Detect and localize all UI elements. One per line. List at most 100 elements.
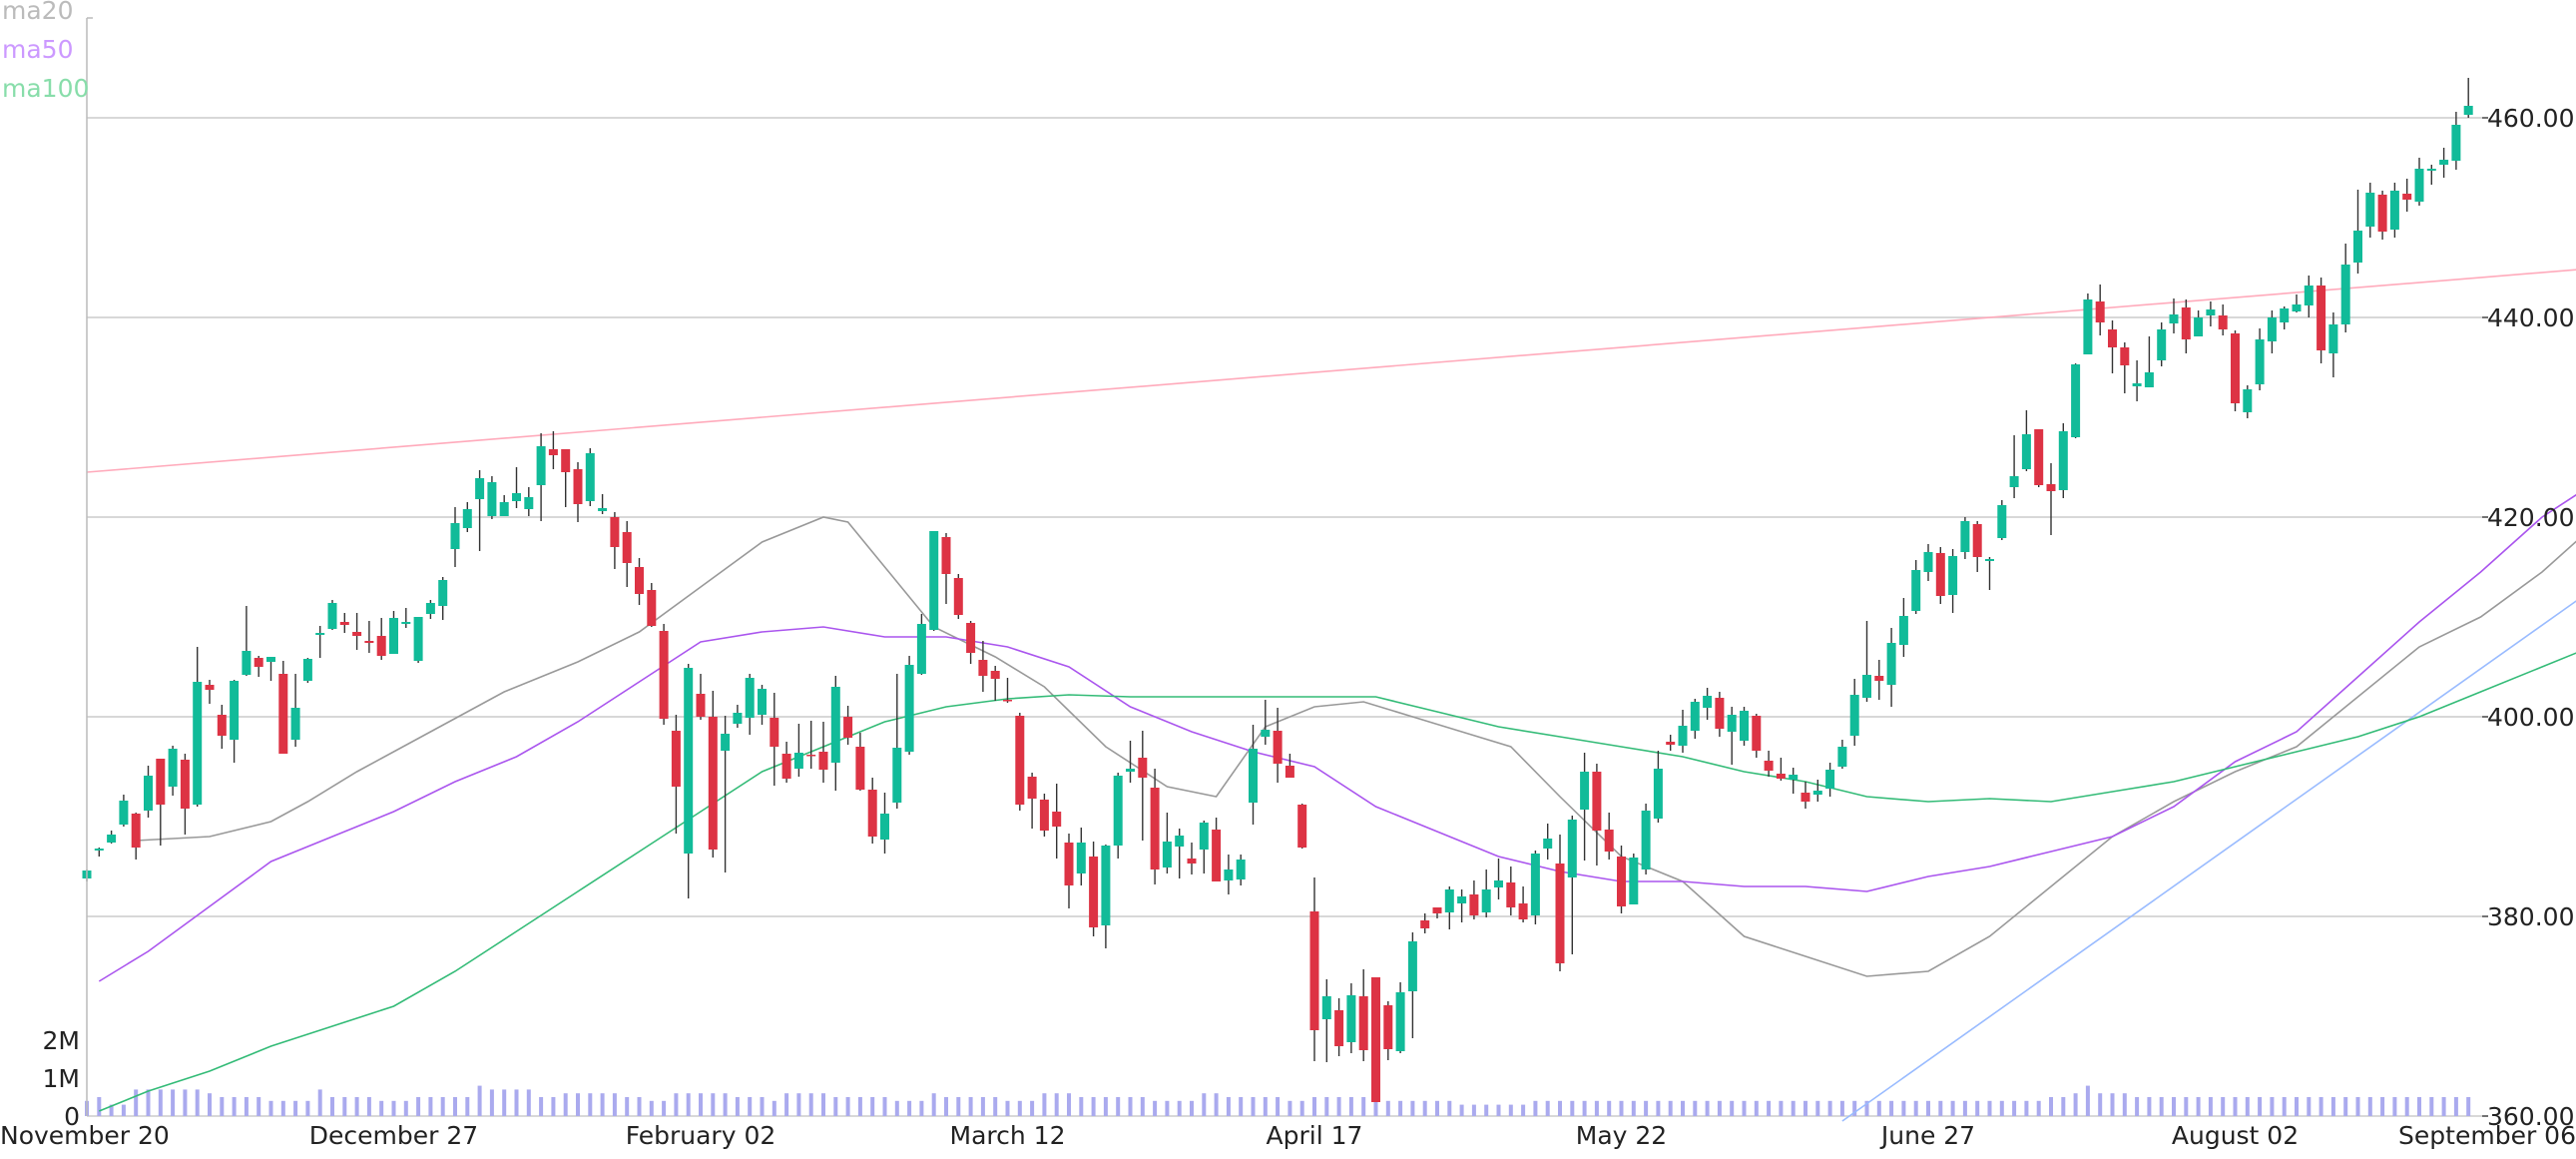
volume-bar [1054, 1093, 1059, 1116]
candle-body-up [94, 849, 104, 851]
candle-body-down [781, 754, 791, 779]
volume-bar [2049, 1097, 2053, 1116]
candle-body-down [254, 658, 263, 667]
volume-bar [551, 1097, 556, 1116]
volume-bar [894, 1100, 899, 1116]
candle-body-down [180, 760, 190, 809]
ma-line-ma50 [98, 493, 2576, 982]
volume-bar [195, 1089, 200, 1116]
volume-bar [1091, 1097, 1096, 1116]
volume-bar [699, 1093, 703, 1116]
candle-body-up [1690, 702, 1700, 731]
volume-bar [1103, 1097, 1108, 1116]
volume-bar [1827, 1100, 1832, 1116]
candle-body-up [1727, 715, 1737, 732]
volume-bar [1239, 1097, 1244, 1116]
volume-bar [748, 1097, 753, 1116]
volume-bar [428, 1097, 433, 1116]
volume-bar [674, 1093, 679, 1116]
volume-bar [2245, 1097, 2250, 1116]
volume-bar [1496, 1104, 1501, 1116]
volume-bar [1681, 1100, 1685, 1116]
legend: ma20 ma50 ma100 [2, 0, 89, 103]
volume-bar [870, 1097, 875, 1116]
candle-body-up [168, 749, 178, 787]
candle-body-up [2157, 329, 2167, 360]
candle-body-up [1395, 992, 1405, 1051]
candle-body-up [1346, 995, 1356, 1042]
candle-body-up [2083, 299, 2093, 354]
volume-bar [1214, 1093, 1219, 1116]
volume-bar [171, 1089, 176, 1116]
volume-bar [1742, 1100, 1747, 1116]
candle-body-up [1530, 854, 1540, 915]
volume-bar [1570, 1100, 1575, 1116]
candle-body-up [684, 668, 694, 854]
volume-bar [1631, 1100, 1636, 1116]
volume-bar [1336, 1097, 1341, 1116]
volume-bar [796, 1093, 801, 1116]
volume-bar [2392, 1097, 2397, 1116]
candle-body-up [2194, 317, 2204, 336]
candle-body-up [1948, 556, 1958, 595]
candle-body-down [573, 469, 583, 504]
candle-body-up [733, 713, 743, 724]
volume-bar [1348, 1097, 1353, 1116]
candle-body-up [2169, 314, 2179, 323]
candle-body-up [1580, 772, 1590, 810]
volume-bar [1435, 1100, 1439, 1116]
candle-body-down [1555, 864, 1565, 963]
volume-bar [2196, 1097, 2201, 1116]
volume-bar [1471, 1104, 1476, 1116]
volume-bar [1999, 1100, 2004, 1116]
candle-body-down [2108, 329, 2117, 347]
volume-bar [539, 1097, 544, 1116]
candle-body-down [1371, 977, 1380, 1102]
volume-bar [208, 1093, 212, 1116]
candle-body-up [2304, 286, 2314, 305]
volume-bar [907, 1100, 912, 1116]
candle-body-up [1481, 889, 1491, 912]
volume-bar [1042, 1093, 1047, 1116]
trend-line-upper [86, 269, 2576, 473]
volume-bar [1693, 1100, 1698, 1116]
candle-body-down [1064, 843, 1074, 885]
candle-body-down [1666, 742, 1676, 745]
volume-bar [1803, 1100, 1807, 1116]
candle-body-up [1837, 747, 1847, 767]
volume-bar [403, 1100, 408, 1116]
candle-body-down [2402, 194, 2412, 200]
volume-bar [1128, 1097, 1133, 1116]
trend-line-lower [1841, 600, 2576, 1122]
candle-body-down [1592, 772, 1602, 831]
candle-body-down [1187, 859, 1197, 864]
volume-bar [1852, 1100, 1857, 1116]
x-tick-label: April 17 [1267, 1121, 1363, 1150]
candle-body-down [1776, 774, 1786, 779]
candle-body-up [1862, 675, 1871, 698]
candle-body-up [475, 478, 485, 499]
volume-bar [993, 1097, 998, 1116]
volume-bar [576, 1093, 580, 1116]
volume-bar [1950, 1100, 1955, 1116]
volume-bar [330, 1097, 334, 1116]
volume-bar [1361, 1097, 1366, 1116]
volume-bar [2466, 1097, 2471, 1116]
candle-body-up [1985, 559, 1994, 561]
candle-body-up [1101, 846, 1111, 925]
volume-bar [2122, 1093, 2127, 1116]
candle-body-up [1236, 860, 1246, 879]
volume-bar [760, 1097, 765, 1116]
candle-body-down [696, 694, 706, 717]
candle-body-up [1126, 769, 1135, 772]
candle-body-up [1457, 896, 1467, 903]
volume-bar [882, 1097, 887, 1116]
volume-bar [514, 1089, 519, 1116]
candle-body-up [1543, 839, 1553, 849]
candle-body-down [1358, 996, 1368, 1050]
volume-bar [625, 1097, 630, 1116]
volume-bar [649, 1100, 654, 1116]
grid-lines [87, 117, 2482, 1117]
candle-body-up [1898, 616, 1908, 645]
volume-bar [1521, 1104, 1526, 1116]
